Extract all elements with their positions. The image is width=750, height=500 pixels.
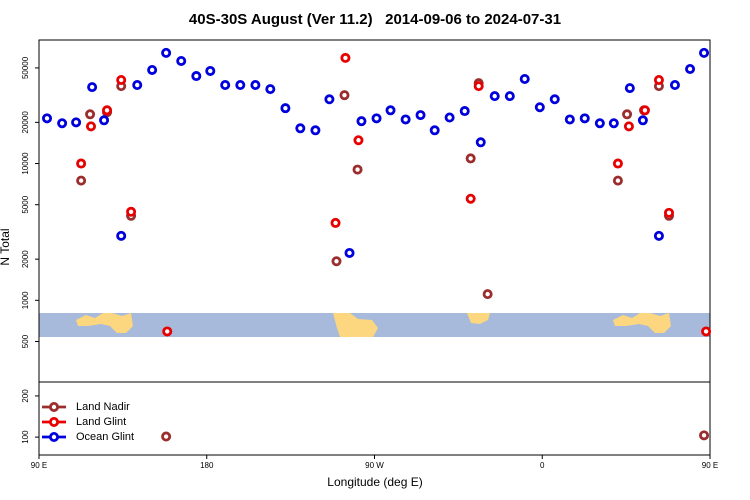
data-point — [132, 80, 143, 91]
data-point — [344, 247, 355, 258]
x-tick-label: 90 E — [702, 461, 718, 470]
y-tick-label: 2000 — [21, 250, 30, 268]
data-point — [459, 106, 470, 117]
y-axis-label: N Total — [0, 228, 12, 265]
data-point — [102, 105, 113, 116]
data-point — [340, 52, 351, 63]
data-point — [489, 91, 500, 102]
data-point — [330, 217, 341, 228]
legend-label: Land Glint — [76, 416, 126, 428]
data-point — [504, 91, 515, 102]
data-point — [356, 116, 367, 127]
data-point — [176, 55, 187, 66]
data-point — [653, 230, 664, 241]
data-point — [126, 206, 137, 217]
data-point — [685, 64, 696, 75]
x-axis-label: Longitude (deg E) — [327, 475, 422, 489]
data-point — [699, 430, 710, 441]
legend-label: Ocean Glint — [76, 431, 134, 443]
data-point — [87, 82, 98, 93]
data-point — [415, 110, 426, 121]
data-point — [71, 117, 82, 128]
data-point — [99, 115, 110, 126]
legend-marker — [49, 401, 60, 412]
y-tick-label: 5000 — [21, 195, 30, 213]
data-point — [86, 121, 97, 132]
data-point — [331, 256, 342, 267]
y-tick-label: 500 — [21, 334, 30, 348]
data-point — [310, 125, 321, 136]
data-point — [162, 326, 173, 337]
y-tick-label: 10000 — [21, 152, 30, 175]
data-point — [85, 109, 96, 120]
data-point — [519, 73, 530, 84]
data-point — [429, 125, 440, 136]
y-tick-label: 1000 — [21, 291, 30, 309]
legend-marker — [49, 416, 60, 427]
data-point — [549, 94, 560, 105]
data-point — [76, 175, 87, 186]
data-point — [622, 109, 633, 120]
data-point — [564, 114, 575, 125]
data-point — [608, 118, 619, 129]
data-point — [295, 123, 306, 134]
data-point — [482, 289, 493, 300]
data-point — [385, 105, 396, 116]
data-point — [265, 84, 276, 95]
x-tick-label: 0 — [540, 461, 545, 470]
data-point — [653, 75, 664, 86]
legend-marker — [49, 431, 60, 442]
data-point — [352, 164, 363, 175]
data-point — [220, 80, 231, 91]
data-point — [339, 90, 350, 101]
data-point — [612, 158, 623, 169]
data-point — [624, 83, 635, 94]
data-point — [623, 121, 634, 132]
data-point — [116, 75, 127, 86]
data-point — [250, 80, 261, 91]
data-point — [161, 47, 172, 58]
data-point — [465, 153, 476, 164]
data-point — [147, 64, 158, 75]
data-point — [663, 207, 674, 218]
data-point — [699, 47, 710, 58]
data-point — [701, 326, 712, 337]
data-point — [57, 118, 68, 129]
data-point — [465, 193, 476, 204]
data-point — [612, 175, 623, 186]
data-point — [579, 113, 590, 124]
map-strip — [39, 313, 710, 337]
data-point — [353, 135, 364, 146]
y-tick-label: 50000 — [21, 56, 30, 79]
data-point — [669, 80, 680, 91]
data-point — [371, 113, 382, 124]
chart-title: 40S-30S August (Ver 11.2) 2014-09-06 to … — [189, 11, 561, 28]
plot-frame — [38, 39, 711, 456]
x-tick-label: 90 W — [365, 461, 384, 470]
data-point — [116, 230, 127, 241]
data-point — [594, 118, 605, 129]
y-tick-label: 200 — [21, 389, 30, 403]
data-point — [161, 431, 172, 442]
data-point — [42, 113, 53, 124]
data-point — [637, 115, 648, 126]
y-tick-label: 20000 — [21, 111, 30, 134]
data-point — [235, 80, 246, 91]
data-point — [76, 158, 87, 169]
y-tick-label: 100 — [21, 430, 30, 444]
data-point — [473, 81, 484, 92]
data-point — [475, 137, 486, 148]
data-point — [400, 114, 411, 125]
data-point — [191, 71, 202, 82]
data-point — [534, 102, 545, 113]
data-point — [280, 103, 291, 114]
data-point — [205, 65, 216, 76]
x-tick-label: 180 — [200, 461, 214, 470]
legend-label: Land Nadir — [76, 401, 130, 413]
x-tick-label: 90 E — [31, 461, 47, 470]
data-point — [639, 105, 650, 116]
data-point — [444, 112, 455, 123]
data-point — [324, 94, 335, 105]
